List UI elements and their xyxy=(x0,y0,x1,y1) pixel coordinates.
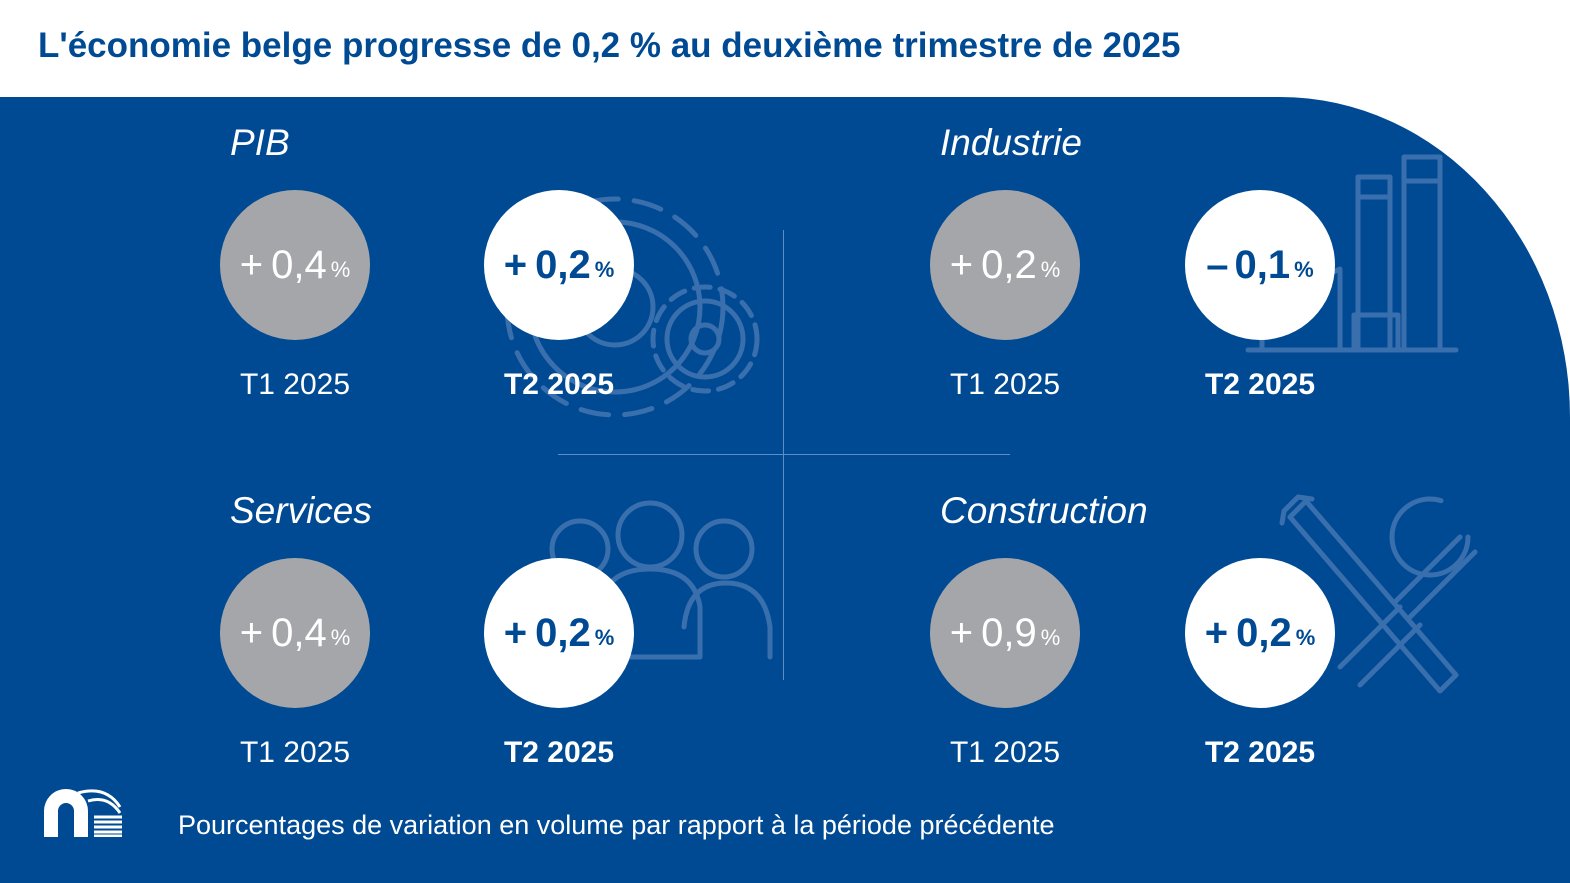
horizontal-divider xyxy=(558,454,1010,455)
pib-previous-unit: % xyxy=(330,257,351,282)
vertical-divider xyxy=(783,230,784,680)
section-label-services: Services xyxy=(230,490,372,531)
services-previous-sign: + xyxy=(239,610,264,655)
pib-current-unit: % xyxy=(594,257,615,282)
pib-previous-circle: + 0,4 % xyxy=(220,190,370,340)
construction-previous-sign: + xyxy=(949,610,974,655)
services-current-sign: + xyxy=(503,610,528,655)
construction-previous-circle: + 0,9 % xyxy=(930,558,1080,708)
main-panel: PIB + 0,4 % + 0,2 % T1 2025 T2 2025 Indu… xyxy=(0,97,1570,883)
industrie-current-unit: % xyxy=(1294,257,1314,282)
services-previous-value: 0,4 xyxy=(271,610,327,655)
tools-icon xyxy=(1279,494,1478,694)
construction-previous-value: 0,9 xyxy=(981,610,1037,655)
construction-current-unit: % xyxy=(1295,625,1316,650)
services-current-circle: + 0,2 % xyxy=(484,558,634,708)
construction-current-period: T2 2025 xyxy=(1204,736,1316,769)
industrie-previous-value: 0,2 xyxy=(981,242,1037,287)
nbb-logo xyxy=(44,789,122,837)
pib-previous-period: T1 2025 xyxy=(239,368,351,401)
industrie-current-period: T2 2025 xyxy=(1204,368,1316,401)
pib-previous-sign: + xyxy=(239,242,264,287)
construction-previous-period: T1 2025 xyxy=(949,736,1061,769)
footnote: Pourcentages de variation en volume par … xyxy=(178,810,1055,840)
industrie-previous-period: T1 2025 xyxy=(949,368,1061,401)
services-current-value: 0,2 xyxy=(535,610,591,655)
section-label-pib: PIB xyxy=(230,122,290,163)
services-previous-period: T1 2025 xyxy=(239,736,351,769)
services-previous-unit: % xyxy=(330,625,351,650)
construction-previous-unit: % xyxy=(1040,625,1061,650)
industrie-current-circle: – 0,1 % xyxy=(1185,190,1335,340)
industrie-previous-circle: + 0,2 % xyxy=(930,190,1080,340)
services-previous-circle: + 0,4 % xyxy=(220,558,370,708)
construction-current-value: 0,2 xyxy=(1236,610,1292,655)
pib-current-circle: + 0,2 % xyxy=(484,190,634,340)
industrie-current-value: 0,1 xyxy=(1234,242,1291,287)
pib-current-period: T2 2025 xyxy=(503,368,615,401)
section-label-construction: Construction xyxy=(940,490,1148,531)
services-current-period: T2 2025 xyxy=(503,736,615,769)
construction-current-circle: + 0,2 % xyxy=(1185,558,1335,708)
page-title: L'économie belge progresse de 0,2 % au d… xyxy=(38,26,1181,65)
pib-current-value: 0,2 xyxy=(535,242,591,287)
services-current-unit: % xyxy=(594,625,615,650)
industrie-previous-sign: + xyxy=(949,242,974,287)
section-label-industrie: Industrie xyxy=(940,122,1082,163)
industrie-current-sign: – xyxy=(1206,242,1229,287)
construction-current-sign: + xyxy=(1204,610,1229,655)
industrie-previous-unit: % xyxy=(1040,257,1061,282)
pib-previous-value: 0,4 xyxy=(271,242,327,287)
pib-current-sign: + xyxy=(503,242,528,287)
